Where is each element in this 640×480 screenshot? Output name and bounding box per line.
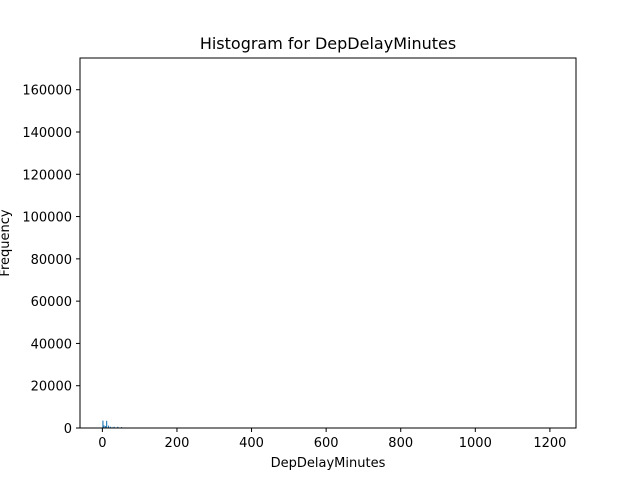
x-tick-label: 1200 <box>533 436 566 451</box>
histogram-bar <box>107 425 110 428</box>
y-tick-label: 100000 <box>22 211 72 226</box>
y-axis-ticks: 0 20000 40000 60000 80000 100000 120000 140000 1… <box>22 84 80 437</box>
x-tick-label: 0 <box>98 436 106 451</box>
y-tick-label: 0 <box>64 422 72 437</box>
histogram-bar <box>117 426 119 428</box>
x-axis-ticks: 0 200 400 600 800 1000 1200 <box>98 428 566 451</box>
y-tick-label: 120000 <box>22 168 72 183</box>
histogram-bar <box>109 426 111 428</box>
x-tick-label: 600 <box>314 436 339 451</box>
x-tick-label: 1000 <box>459 436 492 451</box>
bars-group <box>102 420 126 428</box>
x-axis-label: DepDelayMinutes <box>271 456 386 471</box>
histogram-bar <box>106 420 108 428</box>
x-tick-label: 400 <box>239 436 264 451</box>
y-tick-label: 80000 <box>31 253 72 268</box>
y-tick-label: 20000 <box>31 380 72 395</box>
plot-frame <box>79 57 577 429</box>
y-tick-label: 140000 <box>22 126 72 141</box>
x-tick-label: 200 <box>165 436 190 451</box>
y-tick-label: 60000 <box>31 295 72 310</box>
histogram-bar <box>103 425 105 428</box>
histogram-bar <box>102 420 104 428</box>
y-tick-label: 40000 <box>31 337 72 352</box>
histogram-bar <box>104 426 107 428</box>
y-axis-label: Frequency <box>0 209 13 276</box>
x-tick-label: 800 <box>388 436 413 451</box>
chart-title: Histogram for DepDelayMinutes <box>200 34 456 53</box>
histogram-bar <box>113 426 115 428</box>
y-tick-label: 160000 <box>22 84 72 99</box>
